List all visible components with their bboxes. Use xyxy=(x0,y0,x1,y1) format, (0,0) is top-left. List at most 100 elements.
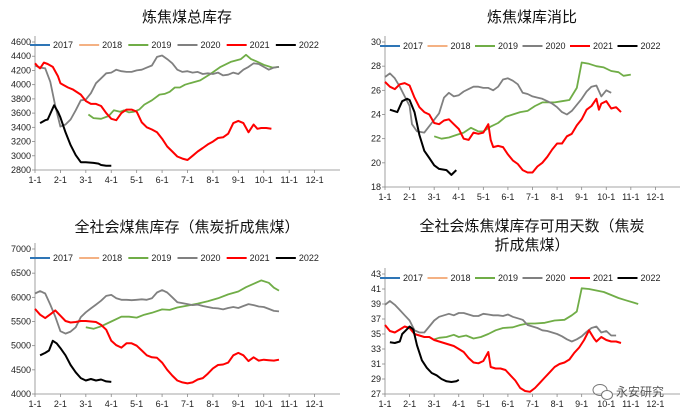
x-tick-label: 5-1 xyxy=(477,399,490,409)
x-tick-label: 8-1 xyxy=(206,399,219,409)
series-line-2019 xyxy=(433,287,639,341)
x-tick-label: 4-1 xyxy=(105,399,118,409)
x-tick-label: 8-1 xyxy=(551,399,564,409)
x-tick-label: 10-1 xyxy=(597,192,615,202)
series-line-2021 xyxy=(384,81,622,174)
series-line-2022 xyxy=(389,97,457,176)
legend-label-2021: 2021 xyxy=(250,253,270,263)
y-tick-label: 4000 xyxy=(11,389,31,399)
y-tick-label: 41 xyxy=(371,284,381,294)
legend-label-2018: 2018 xyxy=(451,273,471,283)
y-tick-label: 2800 xyxy=(11,165,31,175)
x-tick-label: 6-1 xyxy=(501,399,514,409)
y-tick-label: 4400 xyxy=(11,51,31,61)
legend-label-2021: 2021 xyxy=(250,40,270,50)
y-tick-label: 3000 xyxy=(11,151,31,161)
x-tick-label: 12-1 xyxy=(646,192,664,202)
legend-label-2021: 2021 xyxy=(593,273,613,283)
series-line-2021 xyxy=(34,308,280,385)
y-tick-label: 28 xyxy=(371,61,381,71)
x-tick-label: 6-1 xyxy=(501,192,514,202)
x-tick-label: 12-1 xyxy=(646,399,664,409)
y-tick-label: 37 xyxy=(371,314,381,324)
y-tick-label: 5500 xyxy=(11,317,31,327)
x-tick-label: 10-1 xyxy=(597,399,615,409)
y-tick-label: 3800 xyxy=(11,94,31,104)
series-line-2019 xyxy=(433,61,631,140)
x-tick-label: 3-1 xyxy=(428,192,441,202)
chart-title: 全社会炼焦煤库存可用天数（焦炭 xyxy=(419,217,644,235)
legend-label-2020: 2020 xyxy=(201,40,221,50)
legend-label-2017: 2017 xyxy=(403,273,423,283)
x-tick-label: 5-1 xyxy=(477,192,490,202)
x-tick-label: 1-1 xyxy=(28,399,41,409)
x-tick-label: 6-1 xyxy=(156,399,169,409)
x-tick-label: 7-1 xyxy=(181,175,194,185)
y-tick-label: 18 xyxy=(371,182,381,192)
series-line-2019 xyxy=(87,53,280,120)
y-tick-label: 7000 xyxy=(11,244,31,254)
series-line-2020 xyxy=(384,300,617,343)
y-tick-label: 4500 xyxy=(11,365,31,375)
x-tick-label: 7-1 xyxy=(526,192,539,202)
legend-label-2020: 2020 xyxy=(201,253,221,263)
legend-label-2022: 2022 xyxy=(641,41,661,51)
legend-label-2022: 2022 xyxy=(299,40,319,50)
x-tick-label: 3-1 xyxy=(428,399,441,409)
x-tick-label: 2-1 xyxy=(403,192,416,202)
series-line-2022 xyxy=(389,325,460,383)
x-tick-label: 4-1 xyxy=(452,192,465,202)
x-tick-label: 2-1 xyxy=(403,399,416,409)
y-tick-label: 43 xyxy=(371,269,381,279)
series-line-2020 xyxy=(34,289,280,335)
legend-label-2019: 2019 xyxy=(498,41,518,51)
y-tick-label: 27 xyxy=(371,389,381,399)
series-line-2021 xyxy=(384,324,622,393)
y-tick-label: 31 xyxy=(371,359,381,369)
x-tick-label: 12-1 xyxy=(306,399,324,409)
series-line-2021 xyxy=(34,61,272,161)
chart-panel-available-days: 全社会炼焦煤库存可用天数（焦炭折成焦煤） 27 29 31 33 35 37 39 41 43 1-… xyxy=(371,217,680,409)
series-line-2020 xyxy=(384,72,612,134)
y-tick-label: 35 xyxy=(371,329,381,339)
y-tick-label: 6000 xyxy=(11,292,31,302)
x-tick-label: 10-1 xyxy=(255,175,273,185)
x-tick-label: 11-1 xyxy=(280,175,297,185)
y-tick-label: 26 xyxy=(371,85,381,95)
y-tick-label: 4200 xyxy=(11,65,31,75)
y-tick-label: 39 xyxy=(371,299,381,309)
y-tick-label: 22 xyxy=(371,134,381,144)
y-tick-label: 4600 xyxy=(11,37,31,47)
x-tick-label: 2-1 xyxy=(54,175,67,185)
series-line-2020 xyxy=(34,54,280,128)
x-tick-label: 12-1 xyxy=(306,175,324,185)
x-tick-label: 8-1 xyxy=(206,175,219,185)
legend-label-2020: 2020 xyxy=(546,273,566,283)
x-tick-label: 7-1 xyxy=(181,399,194,409)
legend-label-2018: 2018 xyxy=(102,253,122,263)
legend-label-2018: 2018 xyxy=(451,41,471,51)
watermark-text: 永安研究 xyxy=(616,384,664,399)
y-tick-label: 33 xyxy=(371,344,381,354)
x-tick-label: 1-1 xyxy=(28,175,41,185)
x-tick-label: 9-1 xyxy=(575,192,588,202)
x-tick-label: 5-1 xyxy=(130,175,143,185)
y-tick-label: 3600 xyxy=(11,108,31,118)
x-tick-label: 1-1 xyxy=(378,192,391,202)
legend-label-2019: 2019 xyxy=(151,40,171,50)
chart-title: 炼焦煤总库存 xyxy=(142,8,232,26)
watermark: 永安研究 xyxy=(592,384,664,400)
x-tick-label: 11-1 xyxy=(622,399,639,409)
x-tick-label: 9-1 xyxy=(575,399,588,409)
x-tick-label: 3-1 xyxy=(79,399,92,409)
legend-label-2017: 2017 xyxy=(53,40,73,50)
x-tick-label: 10-1 xyxy=(255,399,273,409)
x-tick-label: 2-1 xyxy=(54,399,67,409)
legend-label-2017: 2017 xyxy=(403,41,423,51)
legend-label-2022: 2022 xyxy=(641,273,661,283)
legend-label-2019: 2019 xyxy=(151,253,171,263)
x-tick-label: 4-1 xyxy=(105,175,118,185)
chart-title: 炼焦煤库消比 xyxy=(487,8,577,26)
